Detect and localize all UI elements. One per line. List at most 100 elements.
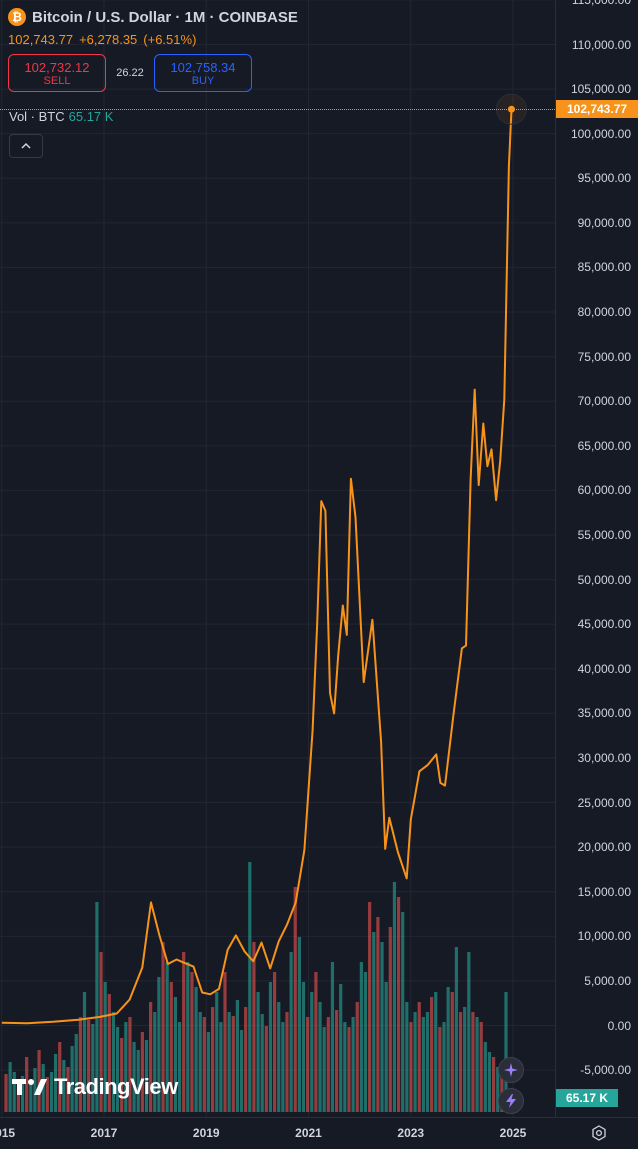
y-tick-label: 85,000.00 xyxy=(577,260,631,275)
volume-bar xyxy=(144,1040,149,1112)
volume-bar xyxy=(343,1022,347,1112)
y-tick-label: 0.00 xyxy=(607,1018,631,1033)
sparkle-icon xyxy=(504,1063,518,1077)
price-line xyxy=(1,109,513,1025)
volume-bar xyxy=(339,984,343,1112)
volume-bar xyxy=(215,992,219,1112)
chart-settings-icon[interactable] xyxy=(589,1123,609,1143)
volume-bar xyxy=(421,1017,425,1112)
volume-bar xyxy=(487,1052,492,1112)
volume-bar xyxy=(4,1074,8,1112)
y-tick-label: 30,000.00 xyxy=(577,750,631,765)
volume-bar xyxy=(450,992,454,1112)
price-chart-plot[interactable] xyxy=(0,0,555,1117)
volume-bar xyxy=(231,1016,235,1112)
volume-bar xyxy=(202,1017,206,1112)
y-tick-label: 15,000.00 xyxy=(577,884,631,899)
quote-summary: 102,743.77 +6,278.35 (+6.51%) xyxy=(8,32,298,48)
volume-bar xyxy=(58,1042,62,1112)
symbol-title[interactable]: Bitcoin / U.S. Dollar · 1M · COINBASE xyxy=(32,8,298,26)
volume-bar xyxy=(223,972,227,1112)
volume-bar xyxy=(239,1030,244,1112)
volume-bar xyxy=(380,942,384,1112)
time-axis[interactable]: 2015 2017 2019 2021 2023 2025 xyxy=(0,1117,638,1149)
x-tick-label: 2017 xyxy=(90,1126,118,1140)
y-tick-label: 70,000.00 xyxy=(577,394,631,409)
chart-grid xyxy=(0,0,555,1117)
lightning-icon xyxy=(506,1094,516,1108)
volume-bar xyxy=(190,972,194,1112)
y-tick-label: 90,000.00 xyxy=(577,215,631,230)
volume-bar xyxy=(430,997,434,1112)
volume-bar xyxy=(409,1022,413,1112)
spread-value: 26.22 xyxy=(116,67,144,79)
tradingview-logo[interactable]: TradingView xyxy=(12,1074,178,1100)
last-price-value: 102,743.77 xyxy=(8,32,74,47)
sell-button[interactable]: 102,732.12 SELL xyxy=(8,54,106,92)
x-tick-label: 2019 xyxy=(192,1126,220,1140)
y-tick-label: 45,000.00 xyxy=(577,617,631,632)
y-tick-label: 105,000.00 xyxy=(570,82,631,97)
volume-bar xyxy=(235,1000,240,1112)
volume-bar xyxy=(37,1050,41,1112)
volume-bar xyxy=(471,1012,475,1112)
y-tick-label: 95,000.00 xyxy=(577,171,631,186)
volume-bar xyxy=(157,977,161,1112)
volume-bar xyxy=(467,952,471,1112)
volume-bar xyxy=(252,942,256,1112)
volume-bar xyxy=(124,1022,128,1112)
volume-bar xyxy=(41,1064,45,1112)
volume-bar xyxy=(16,1084,20,1112)
volume-bar xyxy=(177,1022,182,1112)
price-line-series xyxy=(1,109,513,1025)
brand-name: TradingView xyxy=(54,1074,178,1099)
volume-bar xyxy=(442,1022,446,1112)
volume-bar xyxy=(314,972,318,1112)
volume-bar xyxy=(334,1010,339,1112)
volume-bar xyxy=(227,1012,231,1112)
volume-bar xyxy=(359,962,363,1112)
collapse-legend-button[interactable] xyxy=(9,134,43,158)
volume-bar xyxy=(289,952,293,1112)
quick-action-button[interactable] xyxy=(498,1088,524,1114)
volume-bar xyxy=(475,1017,479,1112)
price-axis[interactable]: 115,000.00 110,000.00 105,000.00 100,000.00… xyxy=(555,0,638,1117)
y-tick-label: 35,000.00 xyxy=(577,706,631,721)
volume-bar xyxy=(285,1012,289,1112)
volume-bar xyxy=(29,1082,33,1112)
x-tick-label: 2015 xyxy=(0,1126,16,1140)
volume-bar xyxy=(306,1017,310,1112)
bitcoin-icon: ₿ xyxy=(8,8,26,26)
x-tick-label: 2023 xyxy=(397,1126,425,1140)
volume-bar xyxy=(182,952,186,1112)
volume-bar xyxy=(281,1022,285,1112)
volume-bar xyxy=(297,937,301,1112)
volume-bar xyxy=(272,972,277,1112)
volume-bar xyxy=(372,932,376,1112)
volume-bar xyxy=(260,1014,264,1112)
volume-bar xyxy=(384,982,388,1112)
volume-legend: Vol · BTC 65.17 K xyxy=(9,109,113,124)
volume-bar xyxy=(434,992,438,1112)
change-value: +6,278.35 xyxy=(79,32,138,47)
buy-button[interactable]: 102,758.34 BUY xyxy=(154,54,252,92)
volume-bar xyxy=(140,1032,144,1112)
change-percent: (+6.51%) xyxy=(143,32,197,47)
last-price-dotted-line xyxy=(0,109,555,111)
volume-bar xyxy=(99,952,103,1112)
volume-bar xyxy=(165,962,169,1112)
y-tick-label: 65,000.00 xyxy=(577,438,631,453)
volume-bar xyxy=(405,1002,409,1112)
volume-bar xyxy=(211,1007,215,1112)
volume-bar xyxy=(95,902,99,1112)
volume-bar xyxy=(169,982,173,1112)
volume-bars xyxy=(4,862,508,1112)
y-tick-label: -5,000.00 xyxy=(580,1063,631,1078)
volume-bar xyxy=(115,1027,120,1112)
volume-bar xyxy=(368,902,372,1112)
volume-bar xyxy=(417,1002,421,1112)
volume-bar xyxy=(244,1007,248,1112)
ai-assistant-button[interactable] xyxy=(498,1057,524,1083)
volume-bar xyxy=(256,992,260,1112)
volume-bar xyxy=(128,1017,132,1112)
